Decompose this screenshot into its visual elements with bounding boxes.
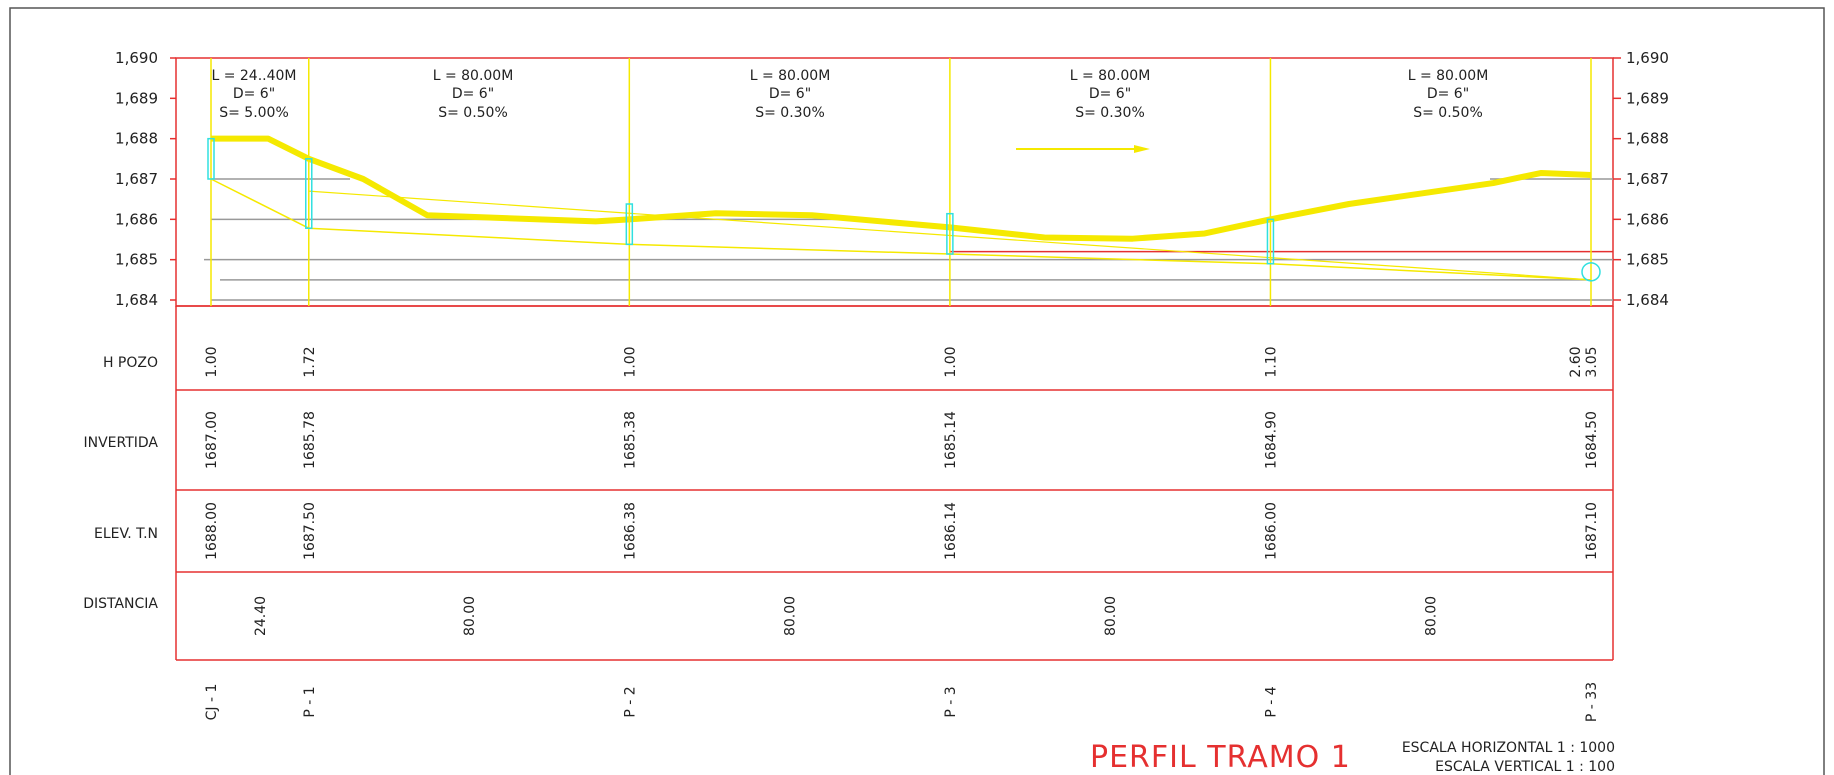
manholes	[207, 137, 1601, 282]
vertical-scale: ESCALA VERTICAL 1 : 100	[1435, 759, 1615, 775]
segment-d-label: D= 6"	[233, 86, 275, 102]
station-lines	[210, 58, 1592, 306]
sheet-border	[9, 7, 1825, 775]
elevation-tick-label: 1,688	[1626, 130, 1669, 148]
invert-value: 1684.50	[1584, 411, 1600, 469]
elevation-tick-label: 1,687	[1626, 170, 1669, 188]
table-cells: 24.40 80.00 80.00 80.00 80.00 1.00 1687.00 1688…	[204, 346, 1600, 636]
elevation-tick-label: 1,690	[1626, 49, 1669, 67]
distance-value: 80.00	[783, 596, 799, 636]
data-table	[175, 305, 1614, 661]
segment-s-label: S= 0.50%	[1413, 105, 1483, 121]
segment-s-label: S= 5.00%	[219, 105, 289, 121]
station-name: P - 3	[943, 686, 959, 717]
pipe-crown-line	[308, 190, 1592, 281]
elevation-tick-label: 1,684	[1626, 291, 1669, 309]
row-label-distancia: DISTANCIA	[83, 596, 158, 612]
invert-value: 1685.78	[302, 411, 318, 469]
elevation-tick-label: 1,685	[1626, 251, 1669, 269]
ground-elevation-value: 1686.00	[1263, 502, 1279, 560]
ground-elevation-value: 1687.50	[302, 502, 318, 560]
segment-l-label: L = 80.00M	[433, 68, 514, 84]
segment-l-label: L = 80.00M	[1408, 68, 1489, 84]
outfall-manhole	[1581, 262, 1601, 282]
segment-s-label: S= 0.50%	[438, 105, 508, 121]
distance-value: 80.00	[1424, 596, 1440, 636]
segment-d-label: D= 6"	[1089, 86, 1131, 102]
invert-value: 1685.38	[622, 411, 638, 469]
elevation-tick-label: 1,689	[115, 89, 158, 107]
distance-value: 24.40	[253, 596, 269, 636]
manhole	[207, 137, 215, 180]
pipe-invert-line	[629, 243, 950, 255]
segment-d-label: D= 6"	[452, 86, 494, 102]
h-pozo-value: 1.10	[1263, 346, 1279, 377]
manhole	[1266, 218, 1275, 265]
pipe-invert-line	[1270, 262, 1592, 281]
station-names: CJ - 1 P - 1 P - 2 P - 3 P - 4 P - 33	[204, 682, 1600, 722]
pipe-invert-line	[210, 178, 310, 229]
invert-value: 1687.00	[204, 411, 220, 469]
segment-l-label: L = 24..40M	[211, 68, 296, 84]
ground-elevation-value: 1686.14	[943, 502, 959, 560]
distance-value: 80.00	[1103, 596, 1119, 636]
h-pozo-value: 3.05	[1584, 346, 1600, 377]
segment-labels: L = 24..40M D= 6" S= 5.00% L = 80.00M D= 6" S…	[211, 68, 1488, 121]
ground-elevation-value: 1687.10	[1584, 502, 1600, 560]
ground-profile-line	[211, 135, 1592, 242]
segment-s-label: S= 0.30%	[755, 105, 825, 121]
segment-d-label: D= 6"	[1427, 86, 1469, 102]
station-name: P - 2	[622, 686, 638, 717]
elevation-tick-label: 1,686	[115, 210, 158, 228]
segment-d-label: D= 6"	[769, 86, 811, 102]
row-label-h-pozo: H POZO	[103, 355, 158, 371]
h-pozo-value: 1.72	[302, 346, 318, 377]
station-name: CJ - 1	[204, 684, 220, 721]
h-pozo-value: 1.00	[622, 346, 638, 377]
elevation-tick-label: 1,688	[115, 130, 158, 148]
manhole	[625, 203, 634, 246]
elevation-tick-label: 1,689	[1626, 89, 1669, 107]
manhole	[305, 158, 313, 229]
elevation-tick-label: 1,685	[115, 251, 158, 269]
elevation-tick-label: 1,684	[115, 291, 158, 309]
h-pozo-value: 1.00	[204, 346, 220, 377]
ground-elevation-value: 1686.38	[622, 502, 638, 560]
invert-value: 1684.90	[1263, 411, 1279, 469]
row-label-invertida: INVERTIDA	[83, 435, 158, 451]
ground-elevation-value: 1688.00	[204, 502, 220, 560]
manhole	[946, 212, 954, 255]
segment-l-label: L = 80.00M	[750, 68, 831, 84]
pipe-invert-line	[308, 227, 630, 246]
drawing-title: PERFIL TRAMO 1	[1090, 740, 1351, 775]
pipe-lines	[210, 178, 1592, 281]
pipe-invert-line	[949, 253, 1271, 265]
elevation-tick-label: 1,686	[1626, 210, 1669, 228]
station-name: P - 33	[1584, 682, 1600, 722]
row-label-elev: ELEV. T.N	[94, 526, 158, 542]
horizontal-scale: ESCALA HORIZONTAL 1 : 1000	[1402, 740, 1615, 756]
segment-s-label: S= 0.30%	[1075, 105, 1145, 121]
distance-value: 80.00	[462, 596, 478, 636]
segment-l-label: L = 80.00M	[1070, 68, 1151, 84]
elevation-axis-left: 1,690 1,689 1,688 1,687 1,686 1,685 1,684	[115, 49, 176, 309]
h-pozo-value: 2.60	[1568, 346, 1584, 377]
station-name: P - 1	[302, 686, 318, 717]
elevation-tick-label: 1,687	[115, 170, 158, 188]
grid-lines	[204, 178, 1613, 301]
h-pozo-value: 1.00	[943, 346, 959, 377]
profile-graph-frame	[175, 57, 1614, 307]
ground-profile-group	[211, 135, 1592, 242]
station-name: P - 4	[1263, 686, 1279, 717]
flow-direction-arrow	[1016, 145, 1150, 153]
elevation-tick-label: 1,690	[115, 49, 158, 67]
elevation-axis-right: 1,690 1,689 1,688 1,687 1,686 1,685 1,684	[1613, 49, 1669, 309]
invert-value: 1685.14	[943, 411, 959, 469]
